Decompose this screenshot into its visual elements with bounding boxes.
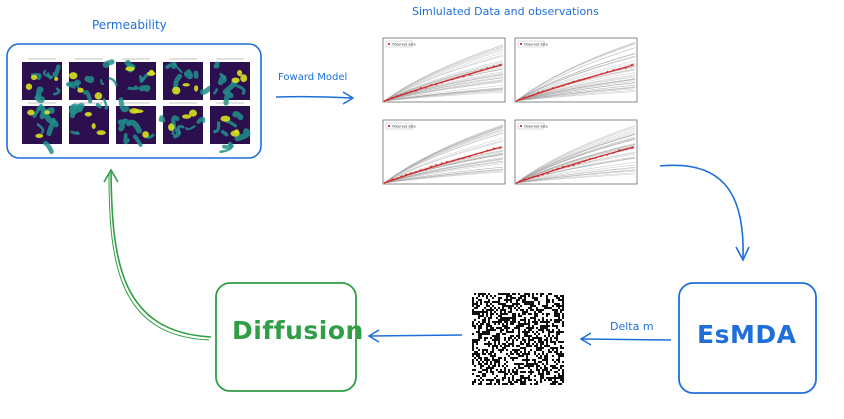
permeability-box	[6, 43, 262, 159]
noise-to-diffusion-arrow-head	[367, 329, 380, 343]
plot-legend: Observed data	[517, 40, 548, 48]
permeability-map	[22, 102, 62, 155]
simulation-plot: Observed data	[514, 37, 638, 103]
legend-label: Observed data	[392, 125, 416, 129]
diffusion-to-permeability-arrow	[110, 171, 212, 338]
simulation-plot: Observed data	[514, 119, 638, 185]
plot-legend: Observed data	[385, 40, 416, 48]
esmda-box	[678, 282, 817, 394]
forward-model-arrow	[275, 95, 353, 99]
simulation-plots: Observed data Observed data Observed data O…	[382, 37, 638, 185]
forward-arrow-head	[342, 91, 355, 105]
permeability-map	[22, 58, 62, 104]
legend-label: Observed data	[392, 43, 416, 47]
legend-label: Observed data	[524, 43, 548, 47]
permeability-map	[69, 98, 109, 144]
simulation-plot: Observed data	[382, 119, 506, 185]
permeability-map	[163, 58, 213, 100]
diffusion-box	[215, 282, 357, 392]
plot-legend: Observed data	[385, 122, 416, 130]
simulation-plot: Observed data	[382, 37, 506, 103]
return-arrow-head	[103, 168, 119, 183]
permeability-map	[158, 102, 206, 144]
plot-legend: Observed data	[517, 122, 548, 130]
permeability-map	[66, 58, 115, 104]
permeability-grid	[22, 58, 251, 155]
diffusion-label: Diffusion	[232, 316, 364, 345]
permeability-map	[116, 97, 156, 147]
permeability-title: Permeability	[92, 18, 167, 32]
noise-to-diffusion-arrow	[369, 334, 463, 337]
legend-label: Observed data	[524, 125, 548, 129]
esmda-label: EsMDA	[697, 320, 797, 349]
forward-model-label: Foward Model	[278, 72, 348, 83]
diffusion-to-permeability-arrow-2	[108, 173, 210, 341]
simulated-data-title: Simlulated Data and observations	[412, 5, 599, 18]
sim-to-esmda-arrow	[659, 164, 744, 259]
permeability-map	[210, 58, 250, 106]
sim-to-esmda-arrow-head	[735, 246, 750, 262]
delta-m-label: Delta m	[610, 320, 654, 333]
permeability-map	[108, 58, 156, 100]
delta-m-arrow	[581, 338, 672, 341]
delta-m-arrow-head	[579, 332, 592, 346]
permeability-map	[210, 102, 251, 154]
noise-image	[472, 293, 564, 385]
